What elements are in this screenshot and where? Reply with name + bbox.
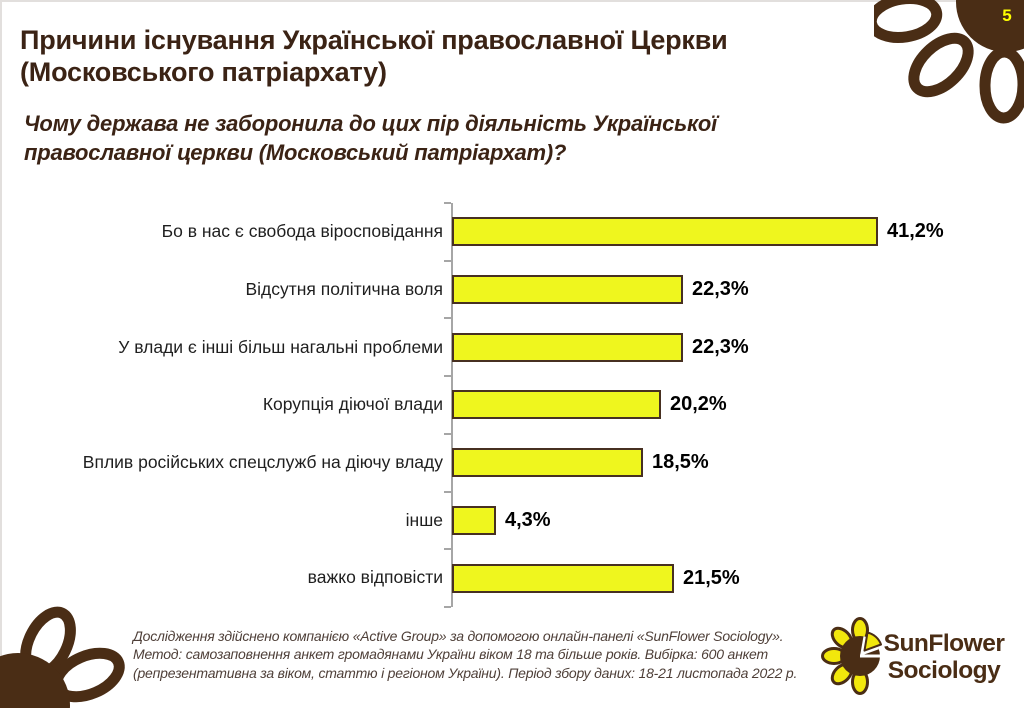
- category-label: Корупція діючої влади: [262, 394, 443, 415]
- axis-tick: [444, 490, 451, 493]
- logo-text: SunFlower Sociology: [876, 630, 1012, 684]
- category-label: Бо в нас є свобода віросповідання: [161, 221, 443, 242]
- bar: [452, 332, 683, 362]
- axis-tick: [444, 605, 451, 608]
- value-label: 21,5%: [683, 566, 740, 589]
- category-label: У влади є інші більш нагальні проблеми: [118, 336, 443, 357]
- chart-row: У влади є інші більш нагальні проблеми 22…: [0, 318, 1024, 376]
- chart-row: інше 4,3%: [0, 492, 1024, 550]
- chart-row: Вплив російських спецслужб на діючу влад…: [0, 434, 1024, 492]
- page-number: 5: [1002, 6, 1012, 25]
- sunflower-logo-icon: [821, 617, 882, 695]
- bar: [452, 448, 643, 478]
- chart-row: Бо в нас є свобода віросповідання 41,2%: [0, 203, 1024, 261]
- bar: [452, 390, 661, 420]
- bar: [452, 563, 674, 593]
- chart-row: Відсутня політична воля 22,3%: [0, 261, 1024, 319]
- bar: [452, 275, 683, 305]
- category-label: Відсутня політична воля: [245, 278, 443, 299]
- logo-line1: SunFlower: [883, 630, 1005, 657]
- page-title: Причини існування Української православн…: [20, 25, 728, 88]
- bar-chart: Бо в нас є свобода віросповідання 41,2% Ві…: [0, 200, 1024, 612]
- axis-tick: [444, 432, 451, 435]
- axis-tick: [444, 259, 451, 262]
- category-label: важко відповісти: [307, 567, 443, 588]
- category-label: Вплив російських спецслужб на діючу влад…: [82, 452, 443, 473]
- value-label: 22,3%: [692, 335, 749, 358]
- value-label: 41,2%: [887, 220, 944, 243]
- methodology-note: Дослідження здійснено компанією «Active …: [133, 628, 798, 681]
- axis-tick: [444, 548, 451, 551]
- value-label: 22,3%: [692, 278, 749, 301]
- axis-tick: [444, 375, 451, 378]
- flower-decoration-top-right-icon: [874, 0, 1024, 124]
- chart-row: Корупція діючої влади 20,2%: [0, 376, 1024, 434]
- bar: [452, 505, 496, 535]
- value-label: 20,2%: [670, 393, 727, 416]
- logo-line2: Sociology: [887, 657, 1001, 684]
- value-label: 4,3%: [505, 508, 551, 531]
- axis-tick: [444, 317, 451, 320]
- value-label: 18,5%: [652, 451, 709, 474]
- bar: [452, 217, 878, 247]
- category-label: інше: [405, 509, 443, 530]
- axis-tick: [444, 202, 451, 204]
- chart-row: важко відповісти 21,5%: [0, 549, 1024, 607]
- flower-decoration-bottom-left-icon: [0, 606, 125, 708]
- survey-question: Чому держава не заборонила до цих пір ді…: [24, 111, 718, 166]
